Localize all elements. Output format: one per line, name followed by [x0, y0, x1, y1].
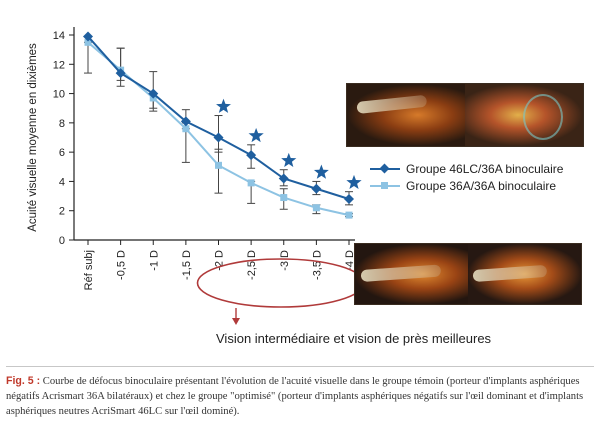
y-tick-label-4: 8: [59, 118, 65, 130]
annotation-arrow-head-icon: [232, 318, 240, 325]
data-point-s1-8: [344, 194, 354, 204]
x-tick-label-6: -3 D: [279, 250, 291, 271]
significance-star-icon-1: [246, 125, 266, 145]
data-point-s1-6: [278, 173, 289, 184]
data-point-s1-2: [148, 88, 159, 99]
data-point-s1-4: [213, 132, 224, 143]
data-point-s2-8: [345, 211, 353, 219]
x-tick-label-3: -1,5 D: [181, 250, 193, 280]
significance-star-icon-0: [213, 96, 234, 115]
significance-star-icon-3: [311, 162, 331, 181]
legend-item-series-1: Groupe 46LC/36A binoculaire: [370, 160, 563, 177]
data-point-s1-0: [83, 31, 93, 42]
caption-text: Courbe de défocus binoculaire présentant…: [6, 376, 584, 417]
y-tick-label-7: 14: [53, 30, 65, 42]
data-point-s2-4: [215, 161, 222, 169]
y-tick-label-6: 12: [53, 59, 65, 71]
eye-photo-top: [346, 83, 584, 147]
x-tick-label-7: -3,5 D: [311, 250, 323, 280]
y-tick-label-3: 6: [59, 147, 65, 159]
data-point-s1-7: [311, 183, 322, 194]
legend-label-series-1: Groupe 46LC/36A binoculaire: [406, 161, 564, 176]
significance-star-icon-2: [279, 150, 299, 169]
y-tick-label-5: 10: [53, 89, 65, 101]
x-tick-label-1: -0,5 D: [116, 250, 128, 280]
y-tick-label-0: 0: [59, 235, 65, 247]
y-axis-title: Acuité visuelle moyenne en dixièmes: [27, 43, 39, 232]
x-tick-label-0: Réf subj: [83, 250, 95, 290]
x-tick-label-2: -1 D: [148, 250, 160, 271]
y-tick-label-2: 4: [59, 176, 65, 188]
data-point-s1-5: [246, 150, 257, 161]
data-point-s2-0: [84, 38, 92, 46]
x-tick-label-8: -4 D: [344, 250, 356, 271]
legend-item-series-2: Groupe 36A/36A binoculaire: [370, 177, 563, 194]
significance-star-icon-4: [344, 172, 364, 191]
data-point-s2-3: [182, 125, 190, 133]
figure-caption: Fig. 5 : Courbe de défocus binoculaire p…: [6, 374, 594, 419]
y-tick-label-1: 2: [59, 206, 65, 218]
square-marker-icon: [370, 180, 400, 192]
annotation-text: Vision intermédiaire et vision de près m…: [216, 331, 492, 346]
data-point-s1-1: [115, 68, 126, 79]
figure-label: Fig. 5 :: [6, 375, 41, 387]
data-point-s2-6: [280, 194, 288, 202]
data-point-s2-7: [312, 204, 320, 212]
caption-divider: [6, 366, 594, 367]
x-tick-label-5: -2,5 D: [246, 250, 258, 280]
data-point-s2-5: [247, 179, 255, 187]
legend-label-series-2: Groupe 36A/36A binoculaire: [406, 178, 557, 193]
data-point-s1-3: [180, 116, 191, 127]
diamond-marker-icon: [370, 163, 400, 175]
eye-photo-bottom: [354, 243, 582, 305]
legend: Groupe 46LC/36A binoculaire Groupe 36A/3…: [370, 160, 563, 194]
figure: 0 2 4 6 8 10 12 14 Réf subj -0,5 D -1 D -1,5 D -2 D-…: [27, 27, 584, 346]
